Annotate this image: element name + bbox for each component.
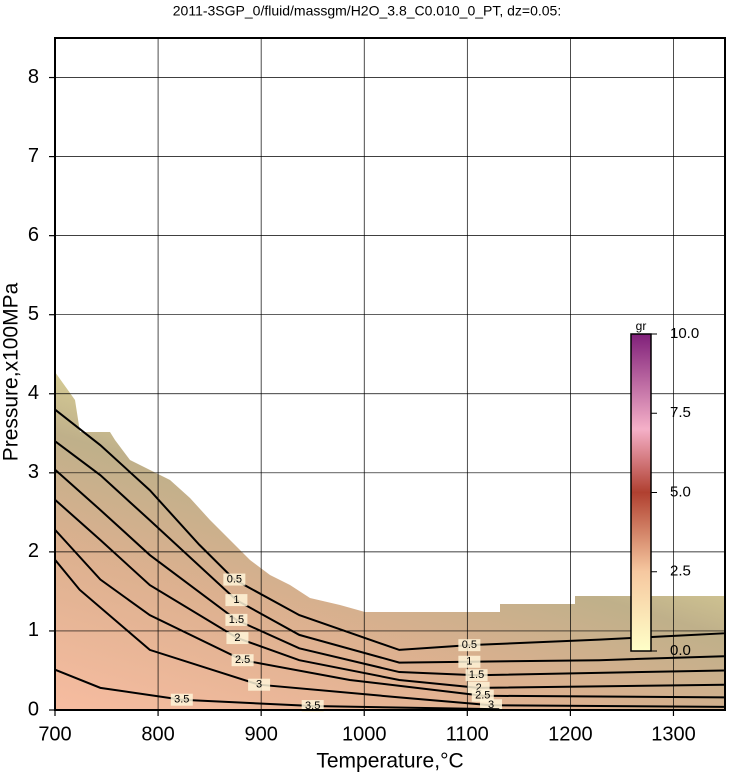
x-tick-label: 800 <box>141 723 174 745</box>
contour-label: 0.5 <box>462 639 477 651</box>
field-shading <box>55 372 725 710</box>
colorbar-tick-label: 7.5 <box>670 404 691 421</box>
contour-label: 1 <box>466 656 472 668</box>
colorbar-tick-label: 5.0 <box>670 483 691 500</box>
contour-label: 2.5 <box>235 654 250 666</box>
y-tick-label: 2 <box>28 540 39 562</box>
y-tick-label: 6 <box>28 224 39 246</box>
y-tick-label: 3 <box>28 461 39 483</box>
colorbar-label: gr <box>636 319 647 333</box>
plot-frame <box>54 37 726 711</box>
contour-label-box <box>248 678 271 691</box>
grid <box>49 38 725 716</box>
contour-line <box>54 498 724 689</box>
contour-label-box <box>471 689 494 702</box>
contour-label-box <box>225 613 248 626</box>
colorbar-ramp <box>630 333 652 652</box>
contour-line <box>54 408 725 651</box>
contour-label: 1.5 <box>229 614 244 626</box>
colorbar-tick-label: 0.0 <box>670 642 691 659</box>
contour-label: 2 <box>234 632 240 644</box>
colorbar: gr 0.0 2.5 5.0 7.5 10.0 <box>630 319 699 659</box>
contour-label: 3 <box>488 699 494 711</box>
x-tick-label: 1000 <box>342 723 387 745</box>
x-tick-label: 1200 <box>548 723 593 745</box>
contour-label-box <box>226 632 249 645</box>
contour-label: 1 <box>233 594 239 606</box>
x-tick-label: 1100 <box>446 723 489 745</box>
contour-label-box <box>223 573 246 586</box>
y-tick-label: 5 <box>28 303 39 325</box>
contour-label-box <box>225 594 248 607</box>
contour-label-box <box>170 693 193 706</box>
contour-line <box>54 440 725 664</box>
contour-label-box <box>458 639 481 652</box>
y-tick-label: 8 <box>28 66 39 88</box>
contour-label-box <box>465 669 488 682</box>
x-tick-label: 900 <box>244 723 277 745</box>
y-tick-label: 0 <box>28 698 39 720</box>
x-axis-label: Temperature,°C <box>316 750 463 773</box>
y-tick-label: 7 <box>28 145 39 167</box>
x-tick-label: 1300 <box>651 723 696 745</box>
contour-label: 3.5 <box>305 700 320 712</box>
contour-line <box>54 468 724 677</box>
contour-label: 3 <box>256 679 262 691</box>
contour-label: 2.5 <box>475 690 490 702</box>
contour-label: 3.5 <box>174 694 189 706</box>
colorbar-tick-label: 10.0 <box>670 325 699 342</box>
contour-label: 1.5 <box>469 669 484 681</box>
contour-label: 0.5 <box>227 573 242 585</box>
colorbar-tick-label: 2.5 <box>670 563 691 580</box>
y-tick-label: 1 <box>28 619 39 641</box>
contour-label-box <box>231 654 254 667</box>
contour-label-box <box>458 655 481 668</box>
y-tick-label: 4 <box>28 382 39 404</box>
x-tick-label: 700 <box>38 723 71 745</box>
contour-label: 2 <box>476 682 482 694</box>
chart-title: 2011-3SGP_0/fluid/massgm/H2O_3.8_C0.010_… <box>173 3 561 19</box>
y-axis-label: Pressure,x100MPa <box>0 282 23 461</box>
